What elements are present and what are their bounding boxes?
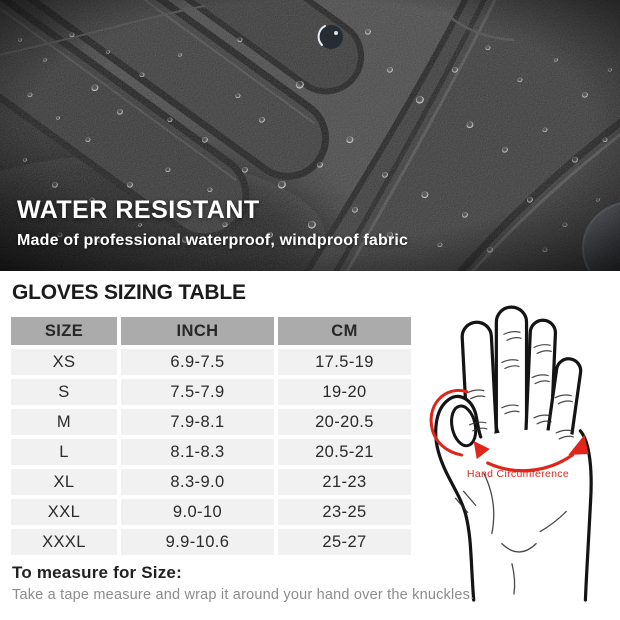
measure-instructions: To measure for Size: Take a tape measure… — [12, 563, 512, 603]
palm — [435, 396, 592, 600]
hand-diagram: Hand Circumference — [429, 305, 593, 602]
table-cell: 20-20.5 — [278, 409, 411, 435]
circumference-arrow — [429, 388, 589, 473]
table-header-cell: INCH — [121, 317, 274, 345]
table-cell: 7.9-8.1 — [121, 409, 274, 435]
glove-photo-art — [0, 0, 620, 271]
table-cell: 19-20 — [278, 379, 411, 405]
hero-photo: WATER RESISTANT Made of professional wat… — [0, 0, 620, 271]
sizing-heading: GLOVES SIZING TABLE — [12, 281, 246, 304]
table-cell: 8.1-8.3 — [121, 439, 274, 465]
table-cell: 7.5-7.9 — [121, 379, 274, 405]
table-header-cell: SIZE — [11, 317, 117, 345]
table-header-cell: CM — [278, 317, 411, 345]
table-cell: XL — [11, 469, 117, 495]
table-cell: 17.5-19 — [278, 349, 411, 375]
table-cell: S — [11, 379, 117, 405]
table-cell: XXXL — [11, 529, 117, 555]
table-cell: XXL — [11, 499, 117, 525]
measure-body: Take a tape measure and wrap it around y… — [12, 587, 475, 603]
table-cell: 9.9-10.6 — [121, 529, 274, 555]
hand-illustration: Hand Circumference — [421, 292, 620, 604]
table-cell: 23-25 — [278, 499, 411, 525]
table-cell: M — [11, 409, 117, 435]
sizing-table: SIZE INCH CM XS 6.9-7.5 17.5-19 S 7.5-7.9 19-20 M… — [11, 317, 411, 555]
table-cell: 6.9-7.5 — [121, 349, 274, 375]
table-cell: 9.0-10 — [121, 499, 274, 525]
table-cell: L — [11, 439, 117, 465]
sizing-section: GLOVES SIZING TABLE SIZE INCH CM XS 6.9-7.5 1… — [0, 271, 620, 620]
middle-finger — [494, 305, 529, 443]
palm-creases — [454, 330, 574, 595]
measure-heading: To measure for Size: — [12, 563, 182, 582]
hero-title: WATER RESISTANT — [17, 196, 260, 224]
table-cell: XS — [11, 349, 117, 375]
table-cell: 21-23 — [278, 469, 411, 495]
hero-subtitle: Made of professional waterproof, windpro… — [17, 231, 409, 249]
hand-circumference-label: Hand Circumference — [467, 468, 569, 480]
table-cell: 25-27 — [278, 529, 411, 555]
table-cell: 8.3-9.0 — [121, 469, 274, 495]
table-cell: 20.5-21 — [278, 439, 411, 465]
